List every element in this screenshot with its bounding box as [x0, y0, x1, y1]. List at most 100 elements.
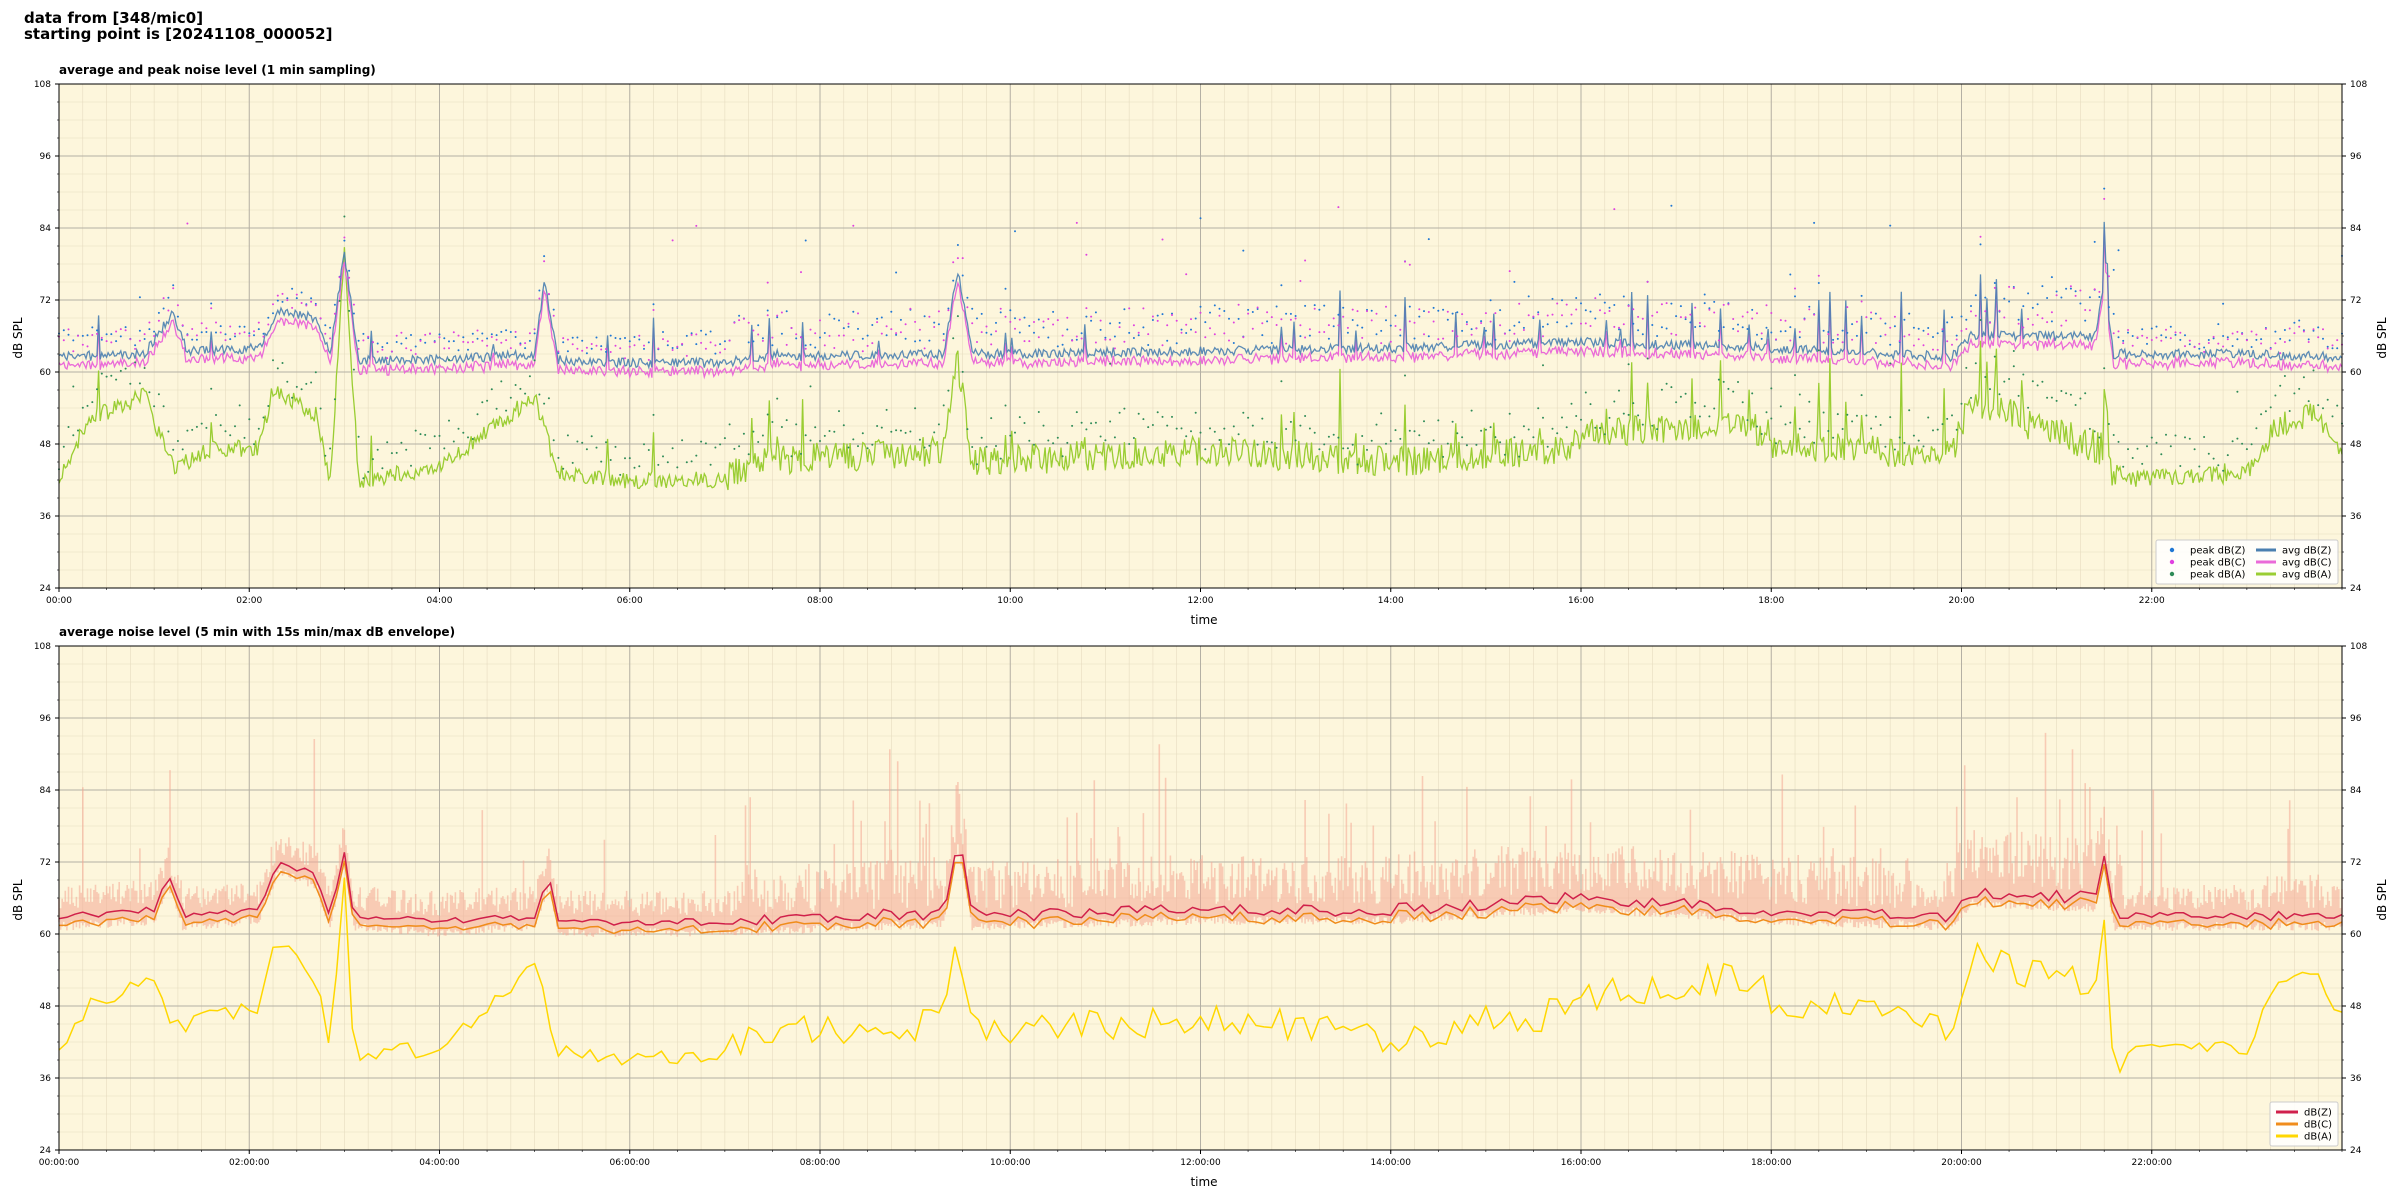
peak-dbc-point	[2245, 339, 2248, 342]
peak-dbz-point	[153, 330, 156, 333]
peak-dbz-point	[1304, 304, 1307, 307]
peak-dbc-point	[1503, 332, 1506, 335]
peak-dbc-point	[695, 333, 698, 336]
peak-dba-point	[1432, 439, 1435, 442]
peak-dbc-point	[1941, 328, 1944, 331]
peak-dba-point	[1361, 435, 1364, 437]
peak-dbc-point	[305, 304, 308, 307]
peak-dba-point	[2012, 350, 2015, 352]
peak-dbc-point	[1190, 318, 1192, 321]
peak-dbc-point	[842, 334, 845, 337]
peak-dbc-point	[2046, 321, 2049, 324]
peak-dbz-point	[2122, 339, 2125, 342]
peak-dba-point	[1898, 436, 1901, 439]
peak-dba-point	[814, 426, 817, 429]
peak-dbz-point	[1299, 335, 1302, 338]
peak-dbc-point	[2122, 342, 2125, 345]
peak-dbc-point	[1161, 238, 1164, 241]
peak-dba-point	[1318, 448, 1321, 451]
peak-dbz-point	[1756, 333, 1758, 336]
peak-dbc-point	[1775, 338, 1777, 341]
peak-dbz-point	[1423, 310, 1425, 313]
peak-dba-point	[2050, 396, 2053, 399]
peak-dbc-point	[647, 358, 650, 361]
peak-dbc-point	[1808, 308, 1811, 311]
peak-dbz-point	[229, 338, 232, 341]
peak-dbz-point	[2117, 249, 2120, 252]
peak-dbz-point	[2298, 319, 2301, 322]
peak-dba-point	[1228, 443, 1230, 446]
peak-dbc-point	[1094, 341, 1097, 344]
peak-dbc-point	[2255, 333, 2258, 336]
ytick-label-right: 84	[2350, 786, 2362, 796]
peak-dbc-point	[224, 339, 227, 342]
peak-dba-point	[1394, 429, 1397, 432]
peak-dbz-point	[1256, 308, 1259, 310]
peak-dba-point	[1213, 430, 1216, 433]
peak-dba-point	[1470, 409, 1473, 412]
peak-dba-point	[1442, 455, 1445, 458]
peak-dba-point	[681, 439, 684, 442]
peak-dbz-point	[1670, 204, 1673, 207]
peak-dbc-point	[1052, 323, 1055, 326]
peak-dba-point	[742, 432, 745, 435]
peak-dbz-point	[2326, 345, 2329, 348]
peak-dba-point	[671, 447, 674, 450]
peak-dbz-point	[1746, 328, 1749, 330]
peak-dbz-point	[1889, 224, 1892, 227]
peak-dbz-point	[81, 334, 84, 337]
peak-dbz-point	[1993, 282, 1996, 284]
peak-dba-point	[1056, 436, 1059, 439]
peak-dba-point	[1137, 412, 1140, 415]
peak-dbz-point	[2288, 339, 2291, 342]
peak-dbc-point	[1970, 310, 1972, 313]
peak-dba-point	[2250, 443, 2253, 446]
peak-dbz-point	[605, 350, 607, 353]
peak-dbz-point	[2031, 306, 2034, 309]
peak-dbz-point	[1280, 284, 1283, 287]
peak-dba-point	[153, 405, 156, 408]
peak-dbc-point	[1922, 344, 1925, 347]
peak-dba-point	[809, 385, 812, 388]
peak-dbc-point	[1209, 327, 1211, 330]
peak-dbc-point	[1884, 333, 1887, 336]
peak-dbc-point	[1527, 314, 1530, 317]
peak-dbz-point	[709, 330, 712, 333]
peak-dbc-point	[486, 344, 489, 347]
xtick-label: 12:00	[1188, 596, 1214, 606]
peak-dbz-point	[833, 317, 836, 320]
peak-dbz-point	[481, 332, 484, 335]
peak-dbz-point	[1870, 317, 1873, 320]
peak-dbz-point	[1147, 344, 1150, 346]
peak-dbc-point	[2336, 339, 2339, 342]
peak-dba-point	[1737, 381, 1739, 383]
peak-dbz-point	[842, 327, 845, 330]
peak-dbz-point	[1375, 333, 1378, 336]
peak-dbz-point	[557, 352, 560, 354]
peak-dbz-point	[2293, 321, 2296, 324]
peak-dba-point	[2150, 436, 2153, 439]
peak-dbz-point	[1004, 287, 1007, 290]
peak-dbc-point	[2274, 342, 2277, 345]
peak-dbz-point	[1784, 330, 1787, 333]
peak-dbz-point	[780, 332, 783, 335]
peak-dbz-point	[1028, 324, 1031, 327]
peak-dbz-point	[1218, 307, 1221, 310]
peak-dbc-point	[195, 334, 198, 337]
peak-dbc-point	[742, 317, 745, 320]
peak-dba-point	[847, 446, 850, 449]
peak-dbc-point	[1380, 342, 1383, 345]
peak-dbz-point	[1594, 317, 1597, 320]
peak-dbz-point	[2322, 337, 2324, 340]
peak-dbz-point	[1917, 327, 1920, 330]
peak-dbz-point	[1660, 326, 1663, 329]
peak-dbz-point	[1356, 324, 1359, 327]
peak-dbz-point	[562, 341, 565, 344]
series-dba	[58, 877, 2343, 1075]
peak-dbz-point	[300, 291, 303, 294]
peak-dba-point	[343, 215, 346, 218]
peak-dbc-point	[1532, 315, 1535, 318]
peak-dbc-point	[1346, 326, 1349, 329]
peak-dbc-point	[400, 331, 403, 334]
peak-dbc-point	[1798, 330, 1801, 333]
